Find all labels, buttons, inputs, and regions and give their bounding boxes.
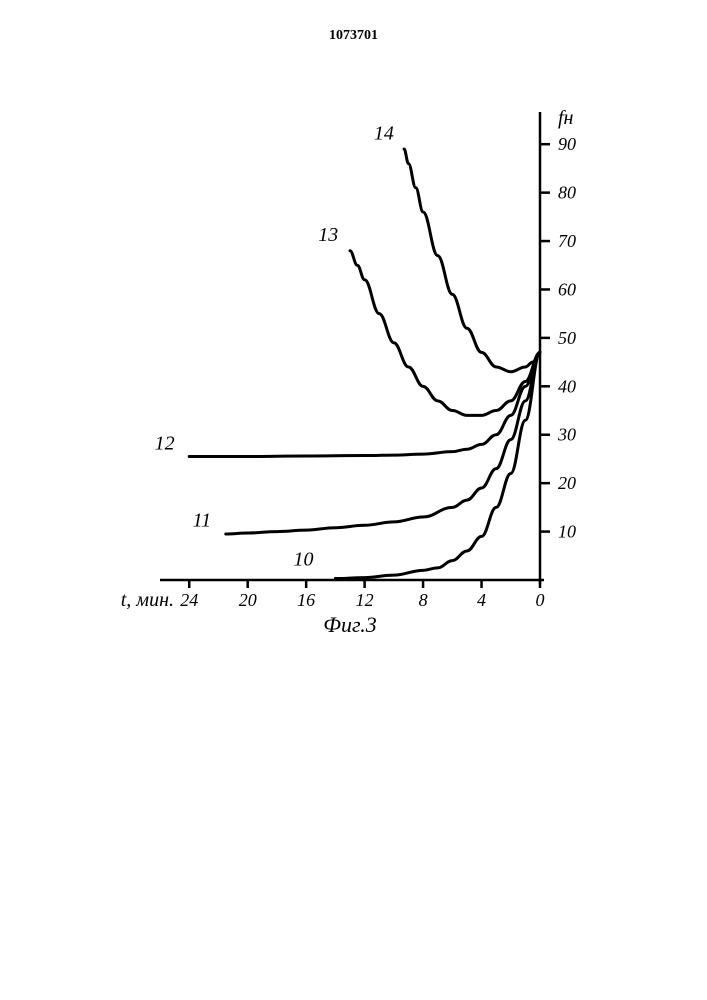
figure-label: Фиг.3 (323, 612, 377, 637)
curve-10 (335, 352, 540, 578)
y-axis-title: fн (558, 107, 574, 129)
y-tick-label: 90 (558, 134, 576, 154)
x-tick-label: 0 (536, 590, 545, 610)
curve-label-12: 12 (155, 432, 175, 454)
document-id: 1073701 (0, 28, 707, 44)
page: 1073701 0 4 8 12 16 20 24 10 20 30 40 50 60 70 80 90 fн t… (0, 0, 707, 1000)
x-tick-label: 8 (419, 590, 428, 610)
y-tick-label: 30 (557, 425, 576, 445)
curve-12 (189, 352, 540, 456)
y-tick-label: 20 (558, 473, 576, 493)
x-tick-label: 16 (297, 590, 315, 610)
y-tick-label: 50 (558, 328, 576, 348)
curve-14 (404, 149, 540, 372)
curve-label-11: 11 (193, 510, 212, 532)
y-tick-label: 60 (558, 279, 576, 299)
x-tick-label: 20 (239, 590, 257, 610)
curve-label-13: 13 (318, 224, 338, 246)
y-tick-label: 70 (558, 231, 576, 251)
y-tick-label: 80 (558, 183, 576, 203)
y-tick-label: 40 (558, 376, 576, 396)
x-tick-label: 4 (477, 590, 486, 610)
x-axis-title: t, мин. (121, 589, 174, 611)
y-tick-label: 10 (558, 522, 576, 542)
x-tick-label: 12 (356, 590, 374, 610)
curve-11 (226, 352, 540, 534)
x-tick-label: 24 (180, 590, 198, 610)
curve-label-10: 10 (293, 548, 313, 570)
curve-label-14: 14 (374, 122, 394, 144)
chart-figure-3: 0 4 8 12 16 20 24 10 20 30 40 50 60 70 80 90 fн t, мин. 10… (100, 100, 620, 680)
